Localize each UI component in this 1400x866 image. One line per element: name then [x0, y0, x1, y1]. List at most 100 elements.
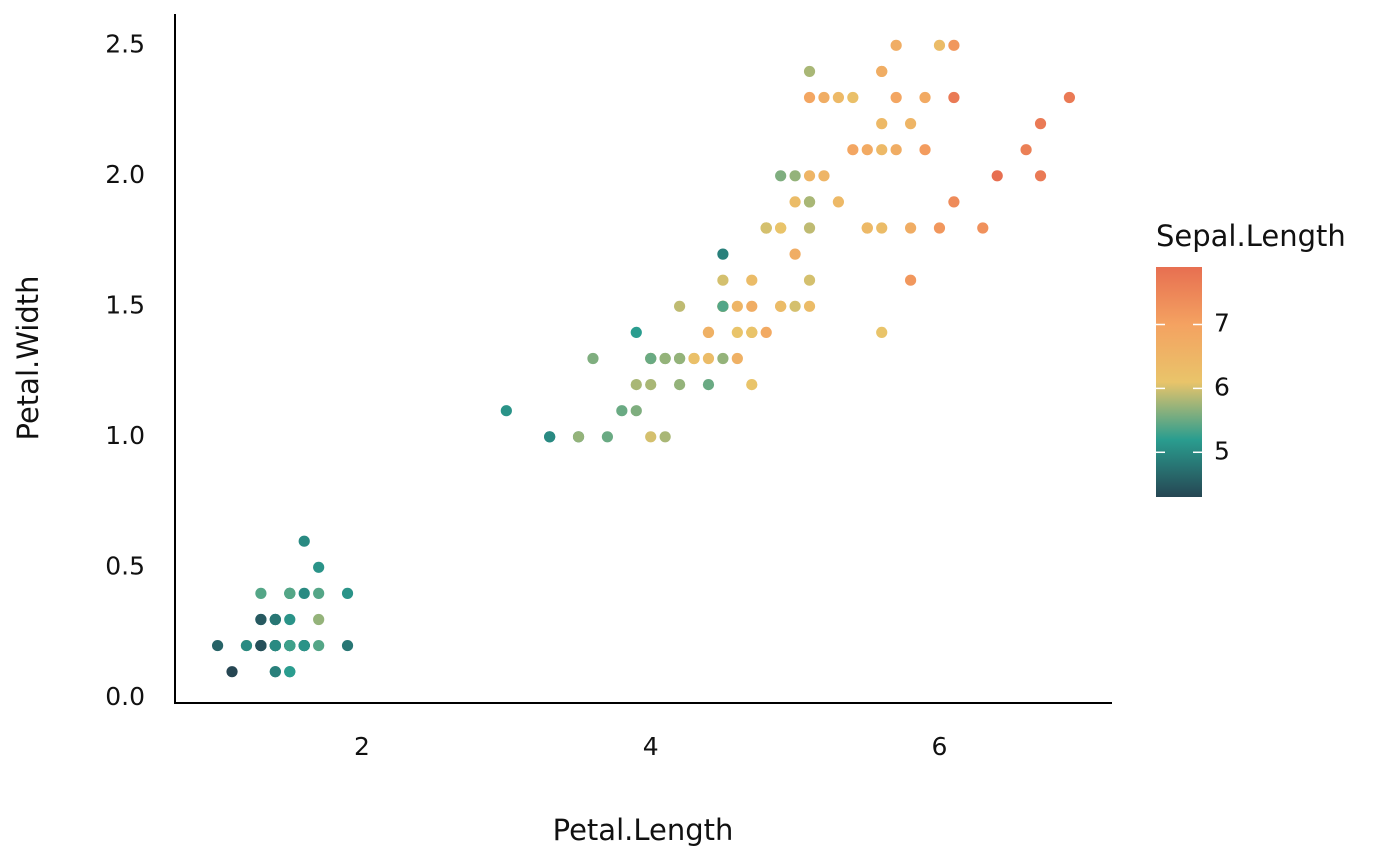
point [876, 144, 888, 156]
x-tick-label: 6 [932, 732, 948, 761]
point [630, 405, 642, 417]
point [847, 91, 859, 104]
point [341, 587, 354, 599]
y-tick-label: 2.5 [105, 29, 145, 58]
point [775, 300, 787, 312]
point [731, 300, 743, 312]
point [255, 639, 267, 652]
point [673, 378, 686, 391]
point [789, 170, 801, 182]
point [818, 170, 830, 182]
point [630, 378, 642, 391]
colorbar-tick-label: 6 [1214, 372, 1230, 401]
point [948, 196, 960, 208]
point [645, 378, 657, 391]
point [803, 91, 816, 104]
legend-title: Sepal.Length [1156, 219, 1346, 253]
point [789, 248, 801, 260]
point [659, 431, 671, 443]
point [587, 352, 599, 365]
point [717, 300, 729, 312]
point [673, 300, 686, 312]
point [832, 196, 845, 208]
point [890, 144, 902, 156]
point [269, 639, 281, 652]
point [1020, 144, 1032, 156]
point [572, 431, 585, 443]
colorbar-tick-label: 7 [1214, 309, 1230, 338]
point [702, 352, 715, 365]
point [269, 613, 281, 626]
y-tick-label: 0.5 [105, 551, 145, 580]
point [803, 196, 816, 208]
point [255, 587, 267, 599]
point [702, 378, 715, 391]
point [991, 170, 1003, 182]
point [284, 639, 296, 652]
point [688, 352, 700, 365]
point [803, 170, 816, 182]
point [211, 639, 224, 652]
point [818, 91, 830, 104]
y-tick-label: 1.5 [105, 290, 145, 319]
point [313, 639, 325, 652]
point [890, 39, 902, 51]
point [919, 91, 931, 104]
point [717, 248, 729, 260]
point [341, 639, 354, 652]
point [313, 561, 325, 573]
point [933, 222, 946, 234]
point [876, 65, 888, 78]
point [803, 65, 816, 78]
point [240, 639, 253, 652]
colorbar [1156, 267, 1202, 497]
point [645, 352, 657, 365]
point [919, 144, 931, 156]
point [832, 91, 845, 104]
point [313, 613, 325, 626]
point [904, 118, 917, 130]
point [760, 326, 772, 339]
point [977, 222, 989, 234]
point [803, 222, 816, 234]
point [861, 222, 873, 234]
point [847, 144, 859, 156]
point [717, 352, 729, 365]
point [284, 666, 296, 678]
point [789, 196, 801, 208]
point [746, 378, 758, 391]
point [731, 352, 743, 365]
point [746, 274, 758, 286]
point [746, 326, 758, 339]
point [876, 118, 888, 130]
point [659, 352, 671, 365]
point [630, 326, 642, 339]
x-tick-label: 2 [354, 732, 370, 761]
point [861, 144, 873, 156]
point [298, 587, 310, 599]
point [731, 326, 743, 339]
point [269, 666, 281, 678]
point [226, 666, 238, 678]
point [616, 405, 628, 417]
x-axis-label: Petal.Length [553, 813, 734, 847]
point [601, 431, 614, 443]
point [933, 39, 946, 51]
point [284, 587, 296, 599]
point [876, 326, 888, 339]
x-tick-label: 4 [643, 732, 659, 761]
point [1063, 91, 1076, 104]
point [1034, 118, 1047, 130]
point [645, 431, 657, 443]
point [298, 639, 310, 652]
point [255, 613, 267, 626]
point [948, 39, 960, 51]
point [789, 300, 801, 312]
y-tick-label: 1.0 [105, 421, 145, 450]
point [284, 613, 296, 626]
point [904, 222, 917, 234]
point [890, 91, 902, 104]
point [775, 222, 787, 234]
point [500, 405, 512, 417]
point [904, 274, 917, 286]
